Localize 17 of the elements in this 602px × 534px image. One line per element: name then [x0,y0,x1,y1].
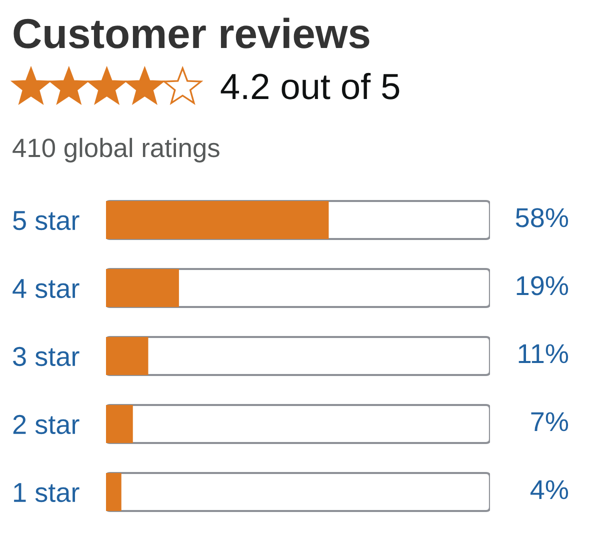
bar [106,473,122,511]
bar [106,269,179,307]
data-label: 7% [531,412,568,432]
y-tick-label: 3 star [13,346,80,366]
data-label: 58% [516,208,568,228]
data-label: 11% [518,344,568,364]
bar [106,337,148,375]
data-label: 19% [516,276,568,296]
y-tick-label: 4 star [12,279,80,298]
chart-title: Customer reviews [14,18,370,48]
bar [106,405,133,443]
y-tick-label: 5 star [13,211,80,230]
y-tick-label: 1 star [14,483,80,502]
data-label: 4% [530,480,568,500]
chart-subtitle: 4.2 out of 5 [220,72,400,100]
text: 410 global ratings [12,138,220,162]
y-tick-label: 2 star [13,414,80,434]
